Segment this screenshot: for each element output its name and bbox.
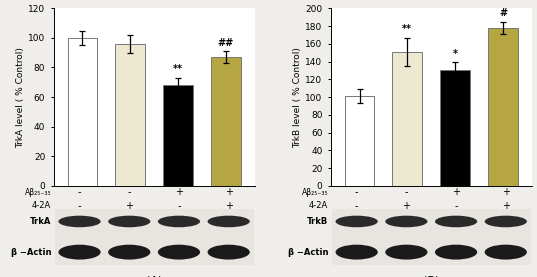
Bar [211, 57, 241, 186]
Ellipse shape [59, 245, 100, 260]
Text: +: + [502, 201, 510, 211]
Text: +: + [125, 201, 133, 211]
Y-axis label: TrkA level ( % Control): TrkA level ( % Control) [16, 47, 25, 148]
Text: -: - [355, 201, 358, 211]
Text: β −Actin: β −Actin [11, 248, 51, 257]
Bar [488, 28, 518, 186]
Ellipse shape [336, 216, 378, 227]
Text: TrkB: TrkB [307, 217, 328, 226]
Ellipse shape [158, 245, 200, 260]
Text: +: + [452, 188, 460, 198]
Text: Aβ₂₅₋₃₅: Aβ₂₅₋₃₅ [25, 188, 51, 197]
Ellipse shape [435, 216, 477, 227]
FancyBboxPatch shape [332, 209, 531, 265]
Text: +: + [402, 201, 410, 211]
Ellipse shape [385, 245, 427, 260]
Bar [440, 70, 470, 186]
Bar [393, 52, 422, 186]
Text: β −Actin: β −Actin [288, 248, 328, 257]
Text: +: + [224, 188, 233, 198]
Text: -: - [177, 201, 181, 211]
Ellipse shape [336, 245, 378, 260]
Text: (A): (A) [146, 275, 162, 277]
Text: -: - [454, 201, 458, 211]
Text: **: ** [402, 24, 412, 34]
Ellipse shape [485, 245, 527, 260]
Text: 4-2A: 4-2A [32, 201, 51, 210]
FancyBboxPatch shape [55, 209, 253, 265]
Bar [68, 38, 97, 186]
Text: Aβ₂₅₋₃₅: Aβ₂₅₋₃₅ [302, 188, 328, 197]
Text: ##: ## [217, 38, 234, 48]
Text: **: ** [173, 64, 183, 74]
Text: *: * [453, 49, 458, 59]
Text: -: - [127, 188, 131, 198]
Bar [345, 96, 374, 186]
Text: +: + [224, 201, 233, 211]
Text: -: - [404, 188, 408, 198]
Text: -: - [355, 188, 358, 198]
Ellipse shape [207, 245, 250, 260]
Ellipse shape [108, 245, 150, 260]
Ellipse shape [59, 216, 100, 227]
Ellipse shape [485, 216, 527, 227]
Y-axis label: TrkB level ( % Control): TrkB level ( % Control) [293, 47, 302, 148]
Text: -: - [78, 201, 81, 211]
Text: +: + [175, 188, 183, 198]
Text: +: + [502, 188, 510, 198]
Ellipse shape [385, 216, 427, 227]
Text: 4-2A: 4-2A [309, 201, 328, 210]
Text: -: - [78, 188, 81, 198]
Text: #: # [499, 8, 507, 18]
Ellipse shape [435, 245, 477, 260]
Ellipse shape [158, 216, 200, 227]
Bar [163, 85, 193, 186]
Text: TrkA: TrkA [30, 217, 51, 226]
Bar [115, 44, 145, 186]
Ellipse shape [207, 216, 250, 227]
Ellipse shape [108, 216, 150, 227]
Text: (B): (B) [423, 275, 439, 277]
